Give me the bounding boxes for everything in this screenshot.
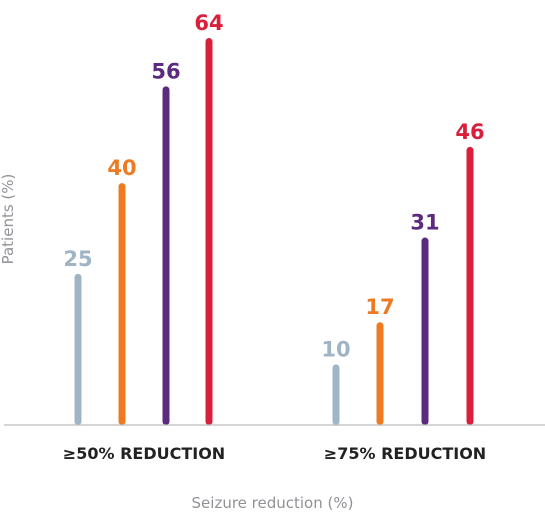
bar-value-label: 10 bbox=[321, 338, 350, 362]
category-label: ≥75% REDUCTION bbox=[324, 444, 486, 463]
bar bbox=[74, 273, 82, 425]
category-labels-group: ≥50% REDUCTION ≥75% REDUCTION bbox=[63, 444, 486, 463]
bar bbox=[376, 322, 384, 425]
bar-value-label: 40 bbox=[107, 156, 136, 180]
bar-value-label: 17 bbox=[365, 295, 394, 319]
bars-group bbox=[74, 38, 474, 425]
bar-value-label: 31 bbox=[410, 211, 439, 235]
bar-value-label: 64 bbox=[194, 11, 223, 35]
bar bbox=[205, 38, 213, 425]
x-axis-title: Seizure reduction (%) bbox=[191, 494, 354, 512]
value-labels-group: 25 40 56 64 10 17 31 46 bbox=[63, 11, 484, 362]
bar-value-label: 56 bbox=[151, 59, 180, 83]
bar-value-label: 46 bbox=[455, 120, 484, 144]
bar-value-label: 25 bbox=[63, 247, 92, 271]
category-label: ≥50% REDUCTION bbox=[63, 444, 225, 463]
bar bbox=[118, 183, 126, 425]
bar bbox=[466, 146, 474, 425]
bar bbox=[162, 86, 170, 425]
bar bbox=[332, 364, 340, 425]
bar bbox=[421, 237, 429, 425]
